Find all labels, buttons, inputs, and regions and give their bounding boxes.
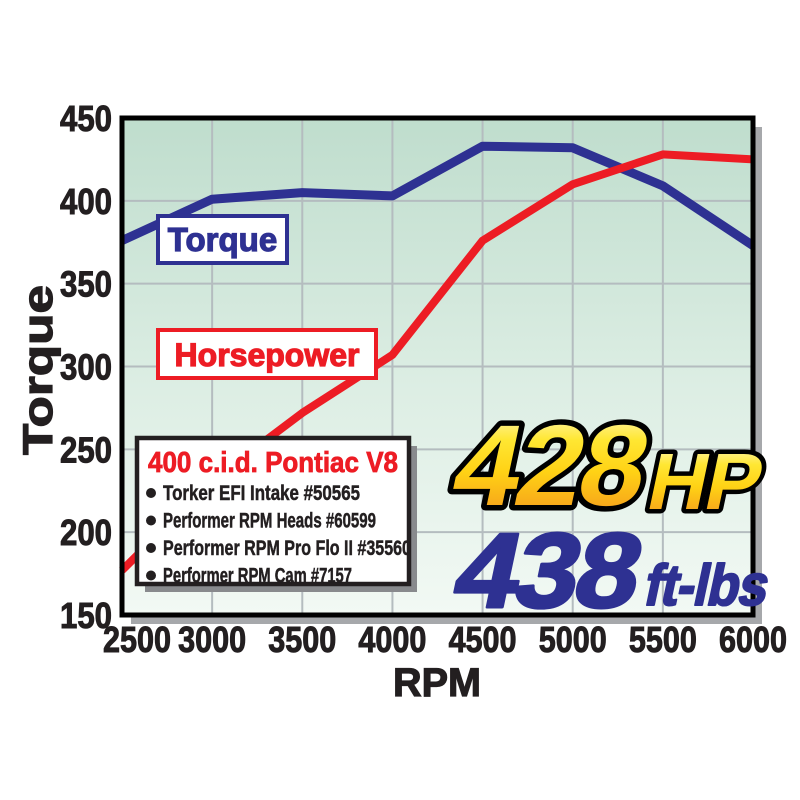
x-tick-4000: 4000	[358, 619, 426, 660]
spec-item-bullet	[146, 570, 156, 581]
y-tick-labels: 150 200 250 300 350 400 450	[60, 98, 113, 637]
x-tick-3000: 3000	[178, 619, 246, 660]
y-tick-200: 200	[60, 512, 112, 553]
y-tick-250: 250	[60, 429, 112, 470]
legend-horsepower-label: Horsepower	[175, 337, 360, 373]
y-tick-300: 300	[60, 347, 112, 388]
spec-box-frame	[134, 435, 412, 587]
x-tick-4500: 4500	[449, 619, 517, 660]
callout-horsepower: 428 HP	[437, 396, 773, 536]
x-tick-2500: 2500	[103, 619, 171, 660]
x-axis-title: RPM	[393, 661, 481, 705]
callout-tq-value: 438	[445, 511, 651, 630]
curve-torque	[120, 141, 756, 250]
y-tick-400: 400	[60, 181, 112, 222]
x-tick-5000: 5000	[539, 619, 607, 660]
callout-tq-unit: ft-lbs	[639, 554, 775, 618]
legend-horsepower: Horsepower	[156, 328, 378, 380]
legend-torque: Torque	[156, 214, 289, 265]
x-tick-6000: 6000	[719, 619, 787, 660]
x-tick-5500: 5500	[629, 619, 697, 660]
legend-torque-box	[156, 214, 289, 265]
spec-items-list: Torker EFI Intake #50565 Performer RPM He…	[146, 482, 411, 588]
y-tick-150: 150	[60, 595, 112, 636]
y-tick-450: 450	[60, 98, 112, 139]
callout-hp-value: 428	[443, 401, 659, 530]
spec-box-title: 400 c.i.d. Pontiac V8	[148, 447, 398, 479]
spec-item-text: Performer RPM Heads #60599	[163, 510, 376, 533]
legend-torque-label: Torque	[168, 221, 277, 258]
spec-item-bullet	[146, 515, 156, 526]
spec-item-text: Performer RPM Cam #7157	[163, 565, 352, 588]
x-tick-labels: 2500 3000 3500 4000 4500 5000 5500 6000	[103, 619, 788, 661]
spec-item-text: Torker EFI Intake #50565	[163, 482, 360, 505]
spec-item-bullet	[146, 543, 156, 553]
x-tick-3500: 3500	[268, 619, 336, 660]
y-axis-title: Torque	[14, 285, 61, 455]
spec-item-text: Performer RPM Pro Flo II #35560	[163, 537, 411, 560]
legend-horsepower-box	[156, 328, 378, 380]
spec-box: 400 c.i.d. Pontiac V8 Torker EFI Intake …	[134, 435, 417, 592]
spec-item-bullet	[146, 488, 156, 498]
callout-torque: 438 ft-lbs	[444, 510, 776, 632]
callout-hp-unit: HP	[640, 438, 769, 527]
y-tick-350: 350	[60, 264, 112, 305]
plot-frame	[119, 115, 756, 618]
